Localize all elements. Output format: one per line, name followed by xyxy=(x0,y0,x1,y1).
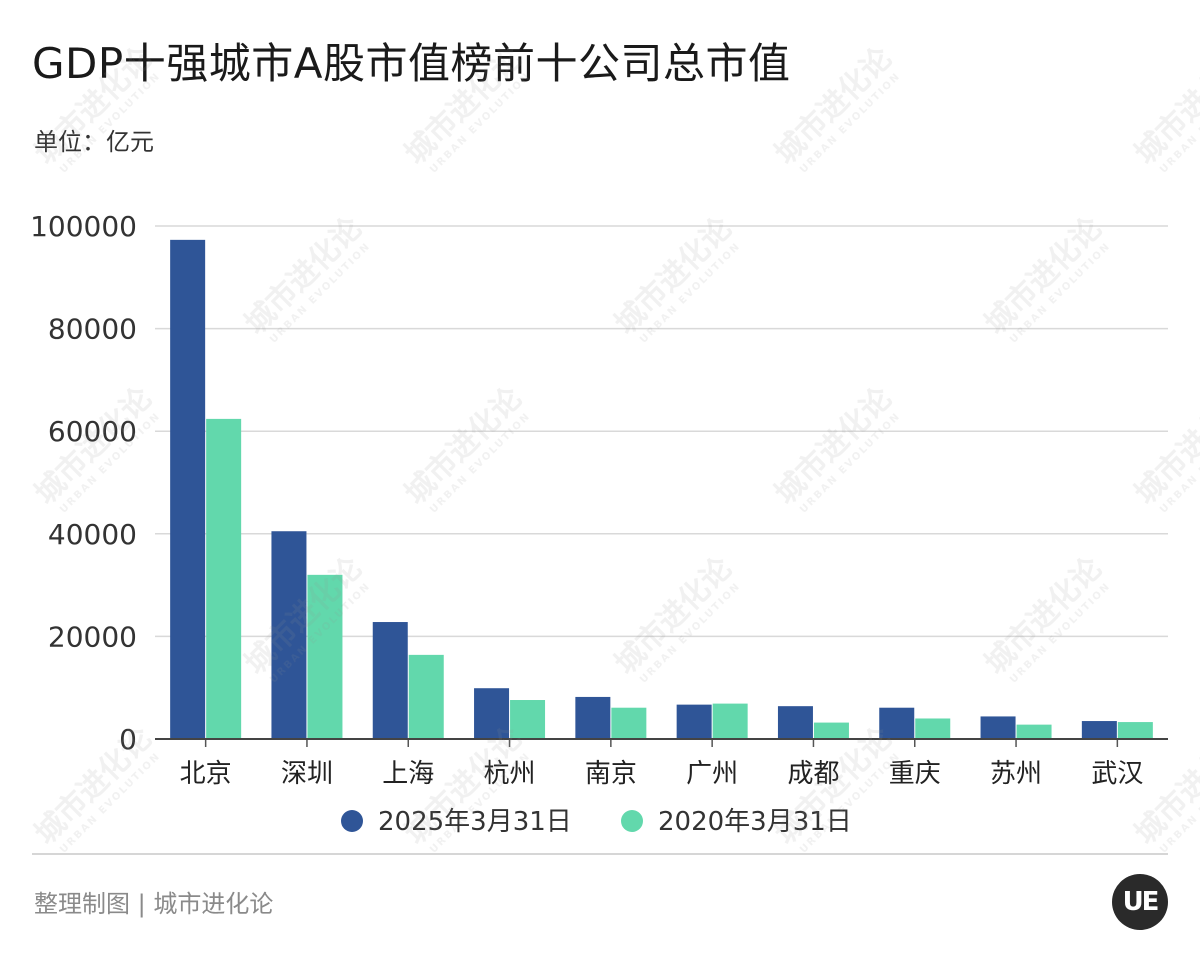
y-tick-label: 60000 xyxy=(48,415,137,448)
bar-2020 xyxy=(1117,722,1153,739)
legend-marker xyxy=(621,810,643,832)
legend-marker xyxy=(341,810,363,832)
y-tick-label: 0 xyxy=(119,723,137,756)
x-tick-label: 成都 xyxy=(787,759,839,789)
bar-2025 xyxy=(980,716,1016,739)
chart-title: GDP十强城市A股市值榜前十公司总市值 xyxy=(32,39,791,88)
unit-label: 单位：亿元 xyxy=(34,128,154,156)
x-tick-label: 苏州 xyxy=(990,759,1042,789)
urban-evolution-logo: UE xyxy=(1112,874,1168,930)
bar-2025 xyxy=(1081,721,1117,739)
y-tick-label: 20000 xyxy=(48,620,137,653)
x-tick-label: 杭州 xyxy=(484,759,536,789)
x-tick-label: 深圳 xyxy=(281,759,333,789)
x-tick-label: 武汉 xyxy=(1091,759,1143,789)
bar-2020 xyxy=(1016,724,1052,739)
y-tick-label: 100000 xyxy=(30,210,137,243)
y-tick-label: 80000 xyxy=(48,313,137,346)
bar-2020 xyxy=(206,418,242,739)
bar-2020 xyxy=(915,718,951,739)
legend-label: 2020年3月31日 xyxy=(658,807,852,837)
bar-2025 xyxy=(271,531,307,739)
x-tick-label: 广州 xyxy=(686,759,738,789)
x-tick-label: 北京 xyxy=(180,759,232,789)
x-tick-label: 重庆 xyxy=(889,759,941,789)
y-tick-label: 40000 xyxy=(48,518,137,551)
bar-2025 xyxy=(170,239,206,739)
footer-divider xyxy=(32,853,1168,855)
legend-label: 2025年3月31日 xyxy=(378,807,572,837)
x-tick-label: 南京 xyxy=(585,759,637,789)
bar-2025 xyxy=(676,704,712,739)
bar-2025 xyxy=(575,696,611,739)
bar-2025 xyxy=(372,622,408,739)
bar-chart: 0 20000 40000 60000 80000 100000 北京 深圳 上海 杭州 南京 广州 成… xyxy=(30,210,1168,837)
bar-2020 xyxy=(611,707,647,739)
footer-credit: 整理制图 | 城市进化论 xyxy=(34,890,274,918)
bar-2020 xyxy=(408,654,444,739)
bar-2020 xyxy=(712,703,748,739)
bar-2025 xyxy=(879,707,915,739)
bar-2020 xyxy=(813,722,849,739)
bar-2025 xyxy=(777,706,813,739)
x-tick-label: 上海 xyxy=(382,759,434,789)
bar-2020 xyxy=(307,574,343,739)
bar-2020 xyxy=(510,700,546,739)
bar-2025 xyxy=(474,688,510,739)
